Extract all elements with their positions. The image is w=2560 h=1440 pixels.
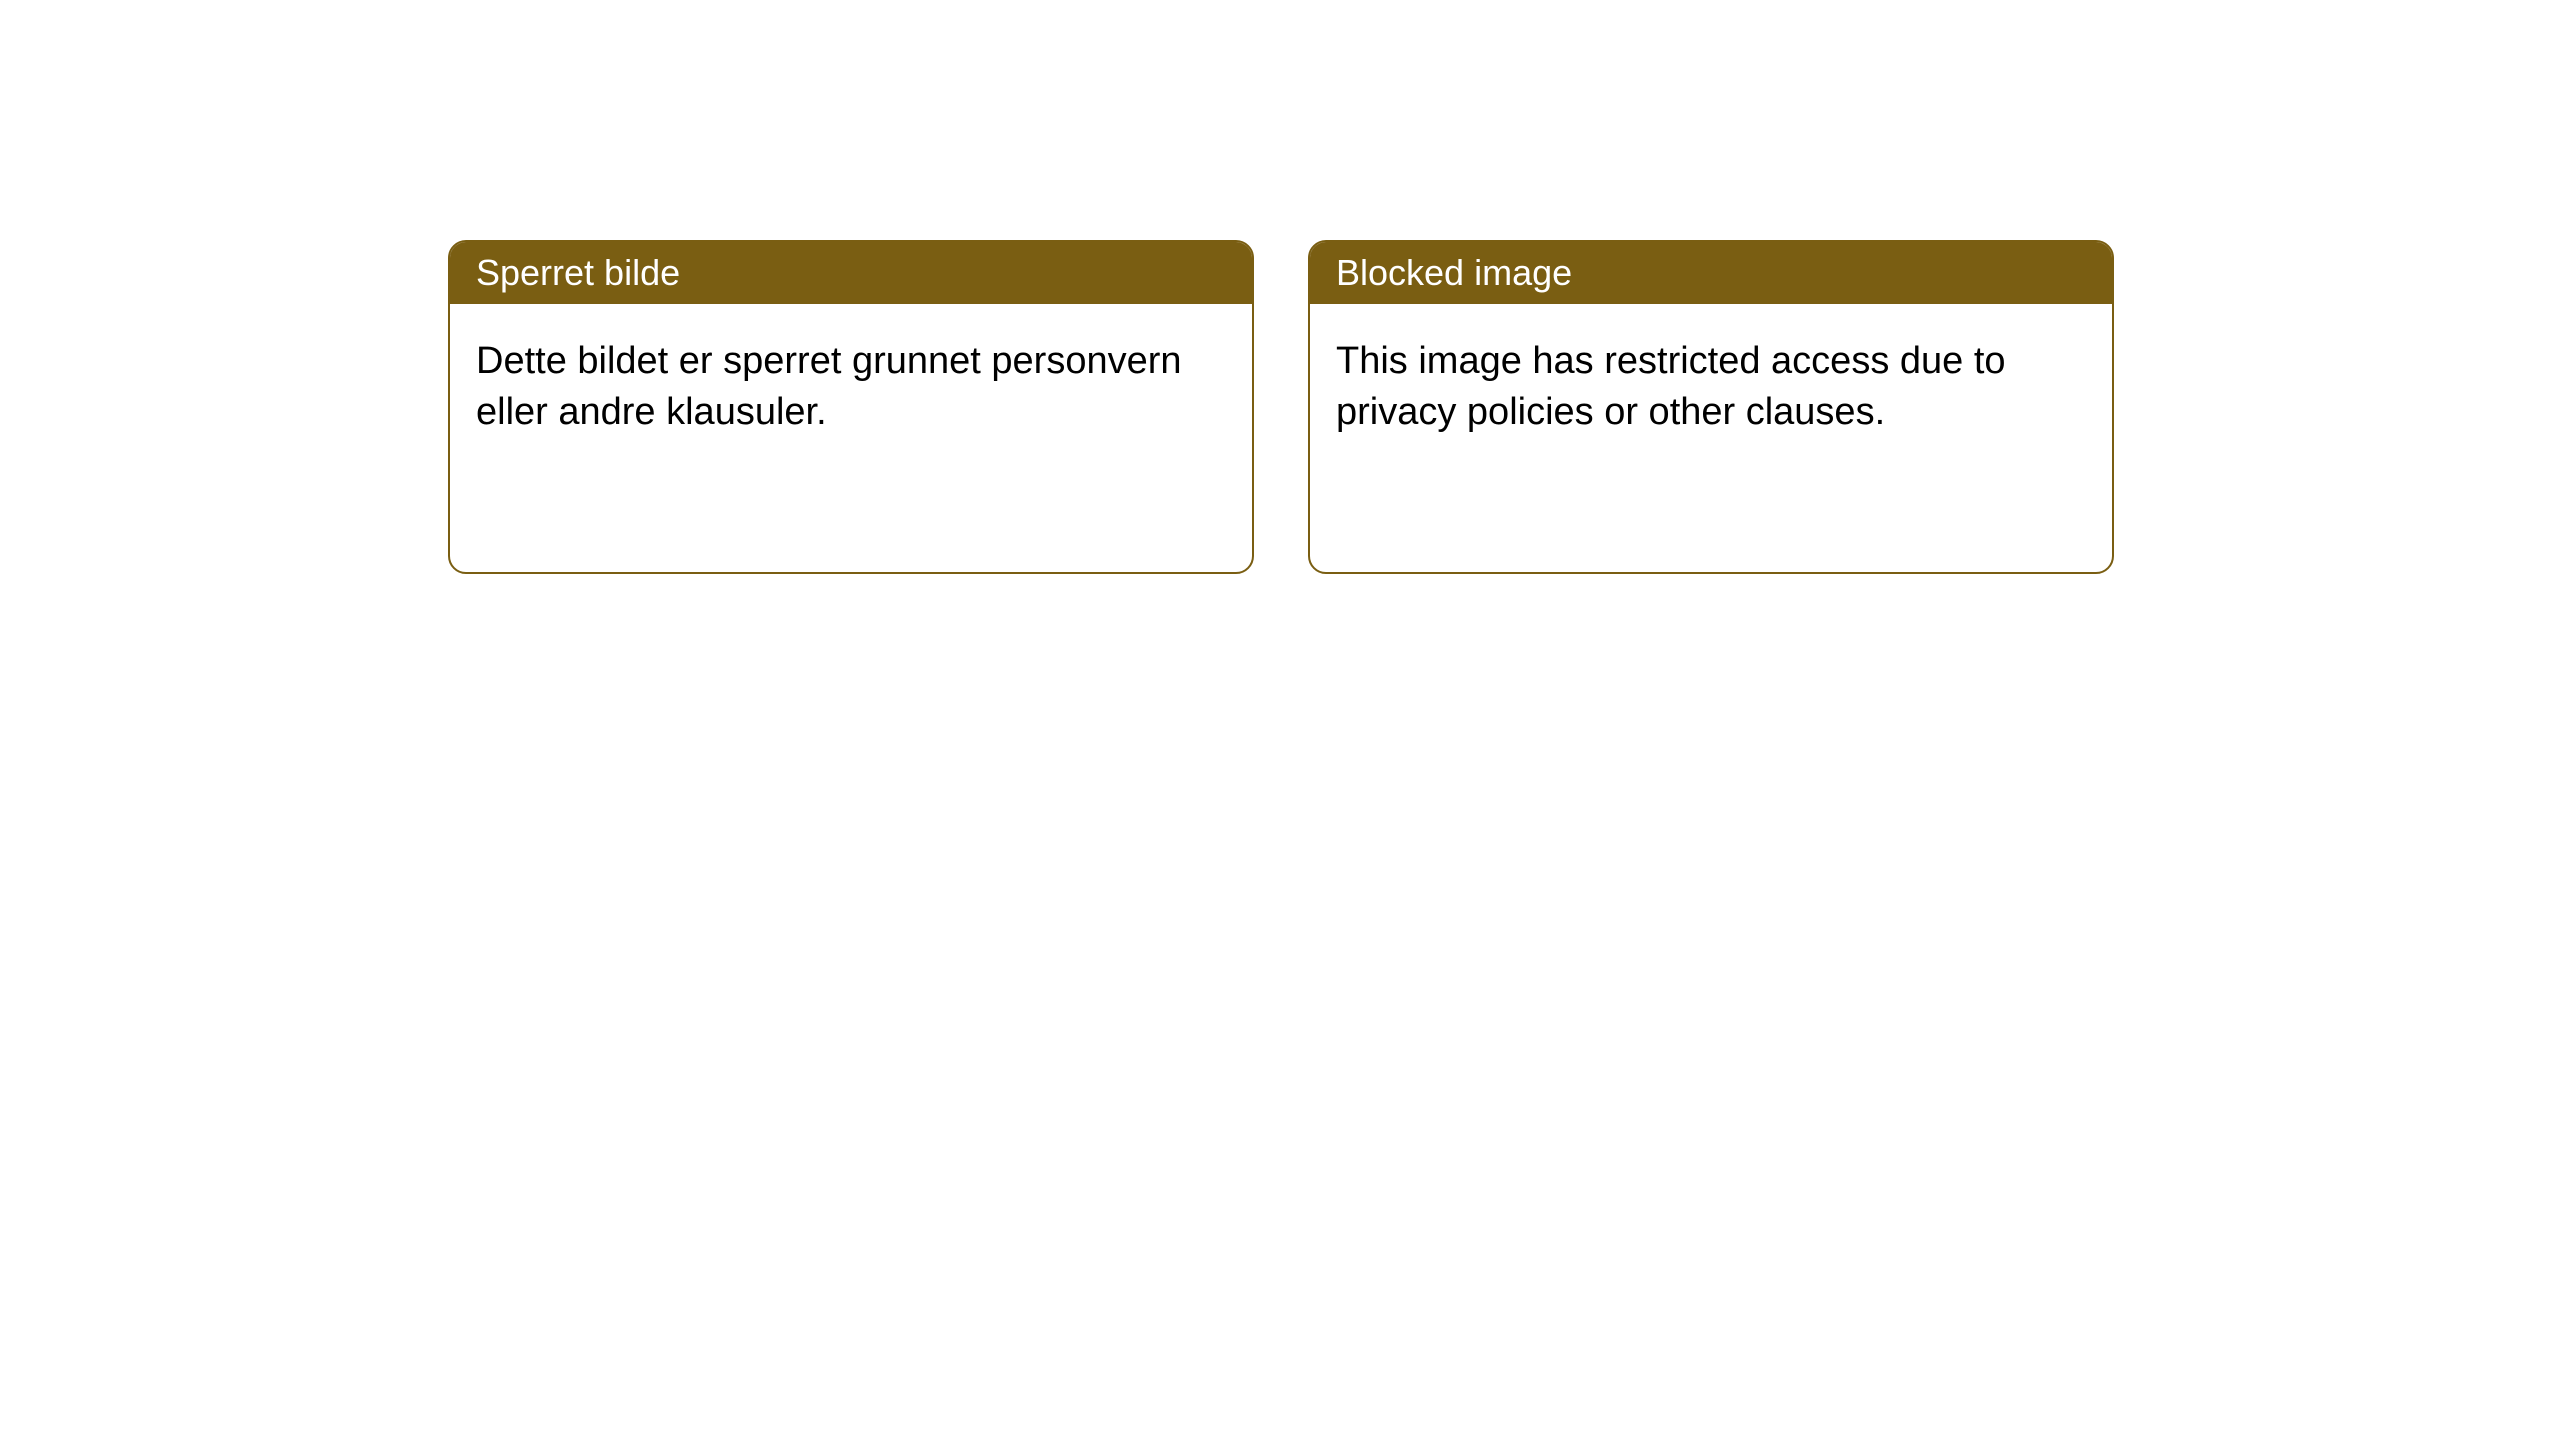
notice-card-norwegian: Sperret bilde Dette bildet er sperret gr… [448,240,1254,574]
notice-container: Sperret bilde Dette bildet er sperret gr… [0,0,2560,574]
notice-card-body: Dette bildet er sperret grunnet personve… [450,304,1252,471]
notice-card-title: Blocked image [1310,242,2112,304]
notice-card-body: This image has restricted access due to … [1310,304,2112,471]
notice-card-english: Blocked image This image has restricted … [1308,240,2114,574]
notice-card-title: Sperret bilde [450,242,1252,304]
